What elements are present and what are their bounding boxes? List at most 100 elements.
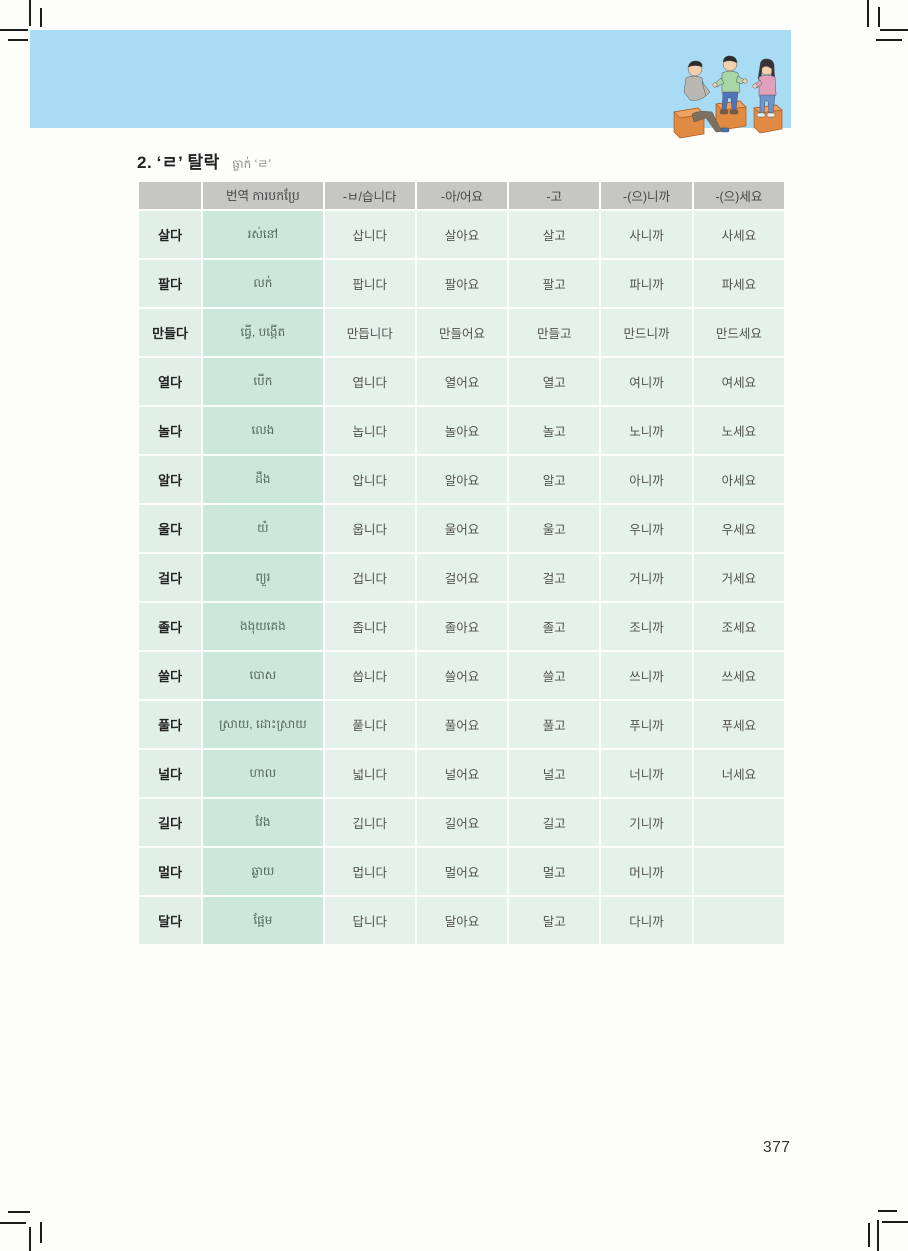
translation-cell: ស្រាយ, ដោះស្រាយ <box>203 701 323 748</box>
conjugation-cell: 머니까 <box>601 848 692 895</box>
verb-cell: 쓸다 <box>139 652 202 699</box>
table-row: 알다 ដឹង 압니다 알아요 알고 아니까 아세요 <box>139 456 784 503</box>
table-row: 풀다 ស្រាយ, ដោះស្រាយ 풑니다 풀어요 풀고 푸니까 푸세요 <box>139 701 784 748</box>
conjugation-cell: 놉니다 <box>324 407 415 454</box>
conjugation-cell: 겁니다 <box>324 554 415 601</box>
crop-mark <box>868 1223 870 1247</box>
table-row: 놀다 លេង 놉니다 놀아요 놀고 노니까 노세요 <box>139 407 784 454</box>
verb-cell: 놀다 <box>139 407 202 454</box>
conjugation-cell <box>693 799 784 846</box>
conjugation-cell: 멀고 <box>509 848 600 895</box>
table-row: 걸다 ព្យួរ 겁니다 걸어요 걸고 거니까 거세요 <box>139 554 784 601</box>
conjugation-cell: 파세요 <box>693 260 784 307</box>
table-row: 팔다 លក់ 팝니다 팔아요 팔고 파니까 파세요 <box>139 260 784 307</box>
conjugation-cell: 널어요 <box>416 750 508 797</box>
conjugation-cell: 졸고 <box>509 603 600 650</box>
corner-header-cell <box>139 182 202 209</box>
crop-mark <box>29 0 31 26</box>
conjugation-cell: 웁니다 <box>324 505 415 552</box>
column-header-cell: -아/어요 <box>416 182 508 209</box>
conjugation-cell: 풀고 <box>509 701 600 748</box>
column-header-cell: -(으)니까 <box>601 182 692 209</box>
crop-mark <box>882 1221 908 1223</box>
translation-cell: បោស <box>203 652 323 699</box>
column-header-cell: -고 <box>509 182 600 209</box>
translation-cell: យំ <box>203 505 323 552</box>
conjugation-cell: 열어요 <box>416 358 508 405</box>
conjugation-cell: 우세요 <box>693 505 784 552</box>
verb-cell: 울다 <box>139 505 202 552</box>
translation-cell: លេង <box>203 407 323 454</box>
conjugation-cell: 팝니다 <box>324 260 415 307</box>
conjugation-cell: 멀어요 <box>416 848 508 895</box>
conjugation-cell: 울어요 <box>416 505 508 552</box>
conjugation-cell: 팔아요 <box>416 260 508 307</box>
conjugation-cell: 길어요 <box>416 799 508 846</box>
conjugation-cell: 걸고 <box>509 554 600 601</box>
translation-cell: ឆ្ងាយ <box>203 848 323 895</box>
table-row: 울다 យំ 웁니다 울어요 울고 우니까 우세요 <box>139 505 784 552</box>
conjugation-cell: 졸아요 <box>416 603 508 650</box>
table-row: 열다 បើក 엽니다 열어요 열고 여니까 여세요 <box>139 358 784 405</box>
translation-cell: វែង <box>203 799 323 846</box>
conjugation-cell: 삽니다 <box>324 211 415 258</box>
chapter-header-band <box>30 30 791 128</box>
crop-mark <box>40 1222 42 1243</box>
crop-mark <box>8 39 28 41</box>
verb-cell: 풀다 <box>139 701 202 748</box>
translation-cell: ធ្វើ, បង្កើត <box>203 309 323 356</box>
table-row: 졸다 ងងុយគេង 좁니다 졸아요 졸고 조니까 조세요 <box>139 603 784 650</box>
conjugation-cell: 조니까 <box>601 603 692 650</box>
conjugation-cell: 쓰세요 <box>693 652 784 699</box>
column-header-cell: 번역 ការបកប្រែ <box>203 182 323 209</box>
conjugation-cell: 사세요 <box>693 211 784 258</box>
conjugation-cell: 엽니다 <box>324 358 415 405</box>
conjugation-cell: 너니까 <box>601 750 692 797</box>
table-row: 살다 រស់នៅ 삽니다 살아요 살고 사니까 사세요 <box>139 211 784 258</box>
conjugation-cell: 만들고 <box>509 309 600 356</box>
conjugation-cell: 풀어요 <box>416 701 508 748</box>
conjugation-cell: 달고 <box>509 897 600 944</box>
verb-cell: 팔다 <box>139 260 202 307</box>
conjugation-cell: 조세요 <box>693 603 784 650</box>
conjugation-cell: 만드세요 <box>693 309 784 356</box>
conjugation-cell: 아니까 <box>601 456 692 503</box>
crop-mark <box>877 1220 879 1251</box>
crop-mark <box>878 7 880 27</box>
table-row: 달다 ផ្អែម 답니다 달아요 달고 다니까 <box>139 897 784 944</box>
column-header-cell: -(으)세요 <box>693 182 784 209</box>
person-gray <box>683 60 730 133</box>
conjugation-cell: 알아요 <box>416 456 508 503</box>
verb-cell: 졸다 <box>139 603 202 650</box>
conjugation-cell: 쓰니까 <box>601 652 692 699</box>
crop-mark <box>0 1222 26 1224</box>
verb-cell: 열다 <box>139 358 202 405</box>
conjugation-cell: 널고 <box>509 750 600 797</box>
crop-mark <box>29 1227 31 1251</box>
conjugation-cell: 만듭니다 <box>324 309 415 356</box>
verb-cell: 길다 <box>139 799 202 846</box>
conjugation-table: 번역 ការបកប្រែ -ㅂ/습니다 -아/어요 -고 -(으)니까 -(으)세요 살다… <box>137 180 786 946</box>
translation-cell: ងងុយគេង <box>203 603 323 650</box>
crop-mark <box>880 29 908 31</box>
conjugation-cell: 길고 <box>509 799 600 846</box>
table-row: 만들다 ធ្វើ, បង្កើត 만듭니다 만들어요 만들고 만드니까 만드세요 <box>139 309 784 356</box>
verb-cell: 달다 <box>139 897 202 944</box>
conjugation-cell: 쓸어요 <box>416 652 508 699</box>
conjugation-cell: 거니까 <box>601 554 692 601</box>
conjugation-cell: 여세요 <box>693 358 784 405</box>
column-header-cell: -ㅂ/습니다 <box>324 182 415 209</box>
translation-cell: បើក <box>203 358 323 405</box>
conjugation-cell: 열고 <box>509 358 600 405</box>
person-green <box>712 55 748 115</box>
conjugation-cell: 풑니다 <box>324 701 415 748</box>
conjugation-cell: 달아요 <box>416 897 508 944</box>
conjugation-cell: 깁니다 <box>324 799 415 846</box>
conjugation-cell: 사니까 <box>601 211 692 258</box>
conjugation-cell: 압니다 <box>324 456 415 503</box>
conjugation-cell: 놀고 <box>509 407 600 454</box>
translation-cell: លក់ <box>203 260 323 307</box>
translation-cell: ផ្អែម <box>203 897 323 944</box>
conjugation-cell: 씁니다 <box>324 652 415 699</box>
